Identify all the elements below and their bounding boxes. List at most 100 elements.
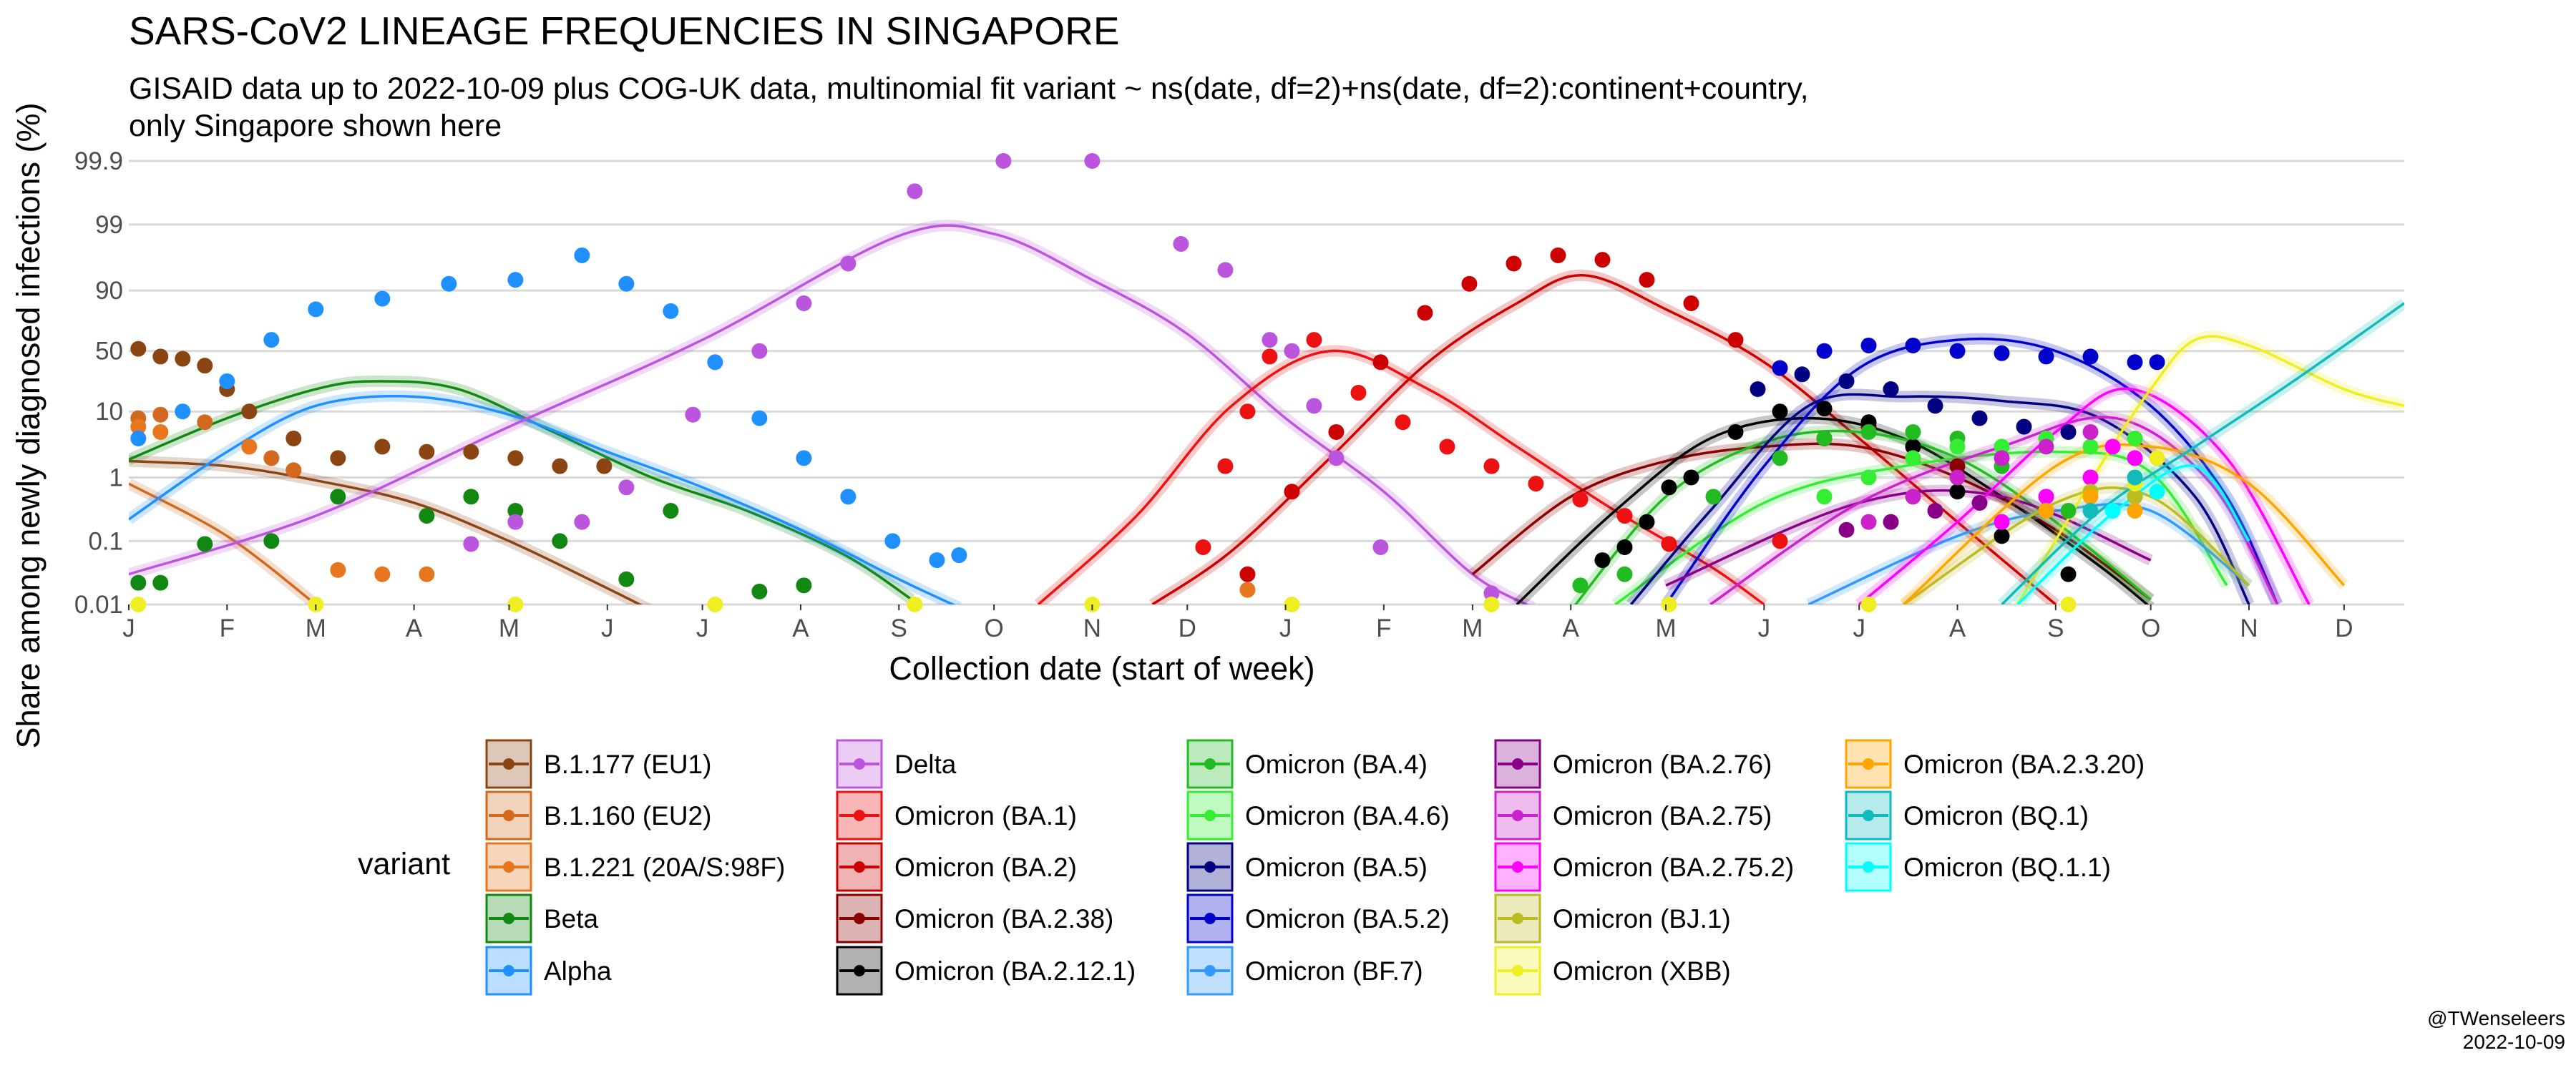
data-point-9 xyxy=(1772,403,1788,420)
fit-line-12 xyxy=(1629,393,2250,604)
data-point-12 xyxy=(1971,410,1988,426)
data-point-0 xyxy=(596,458,613,474)
data-point-4 xyxy=(374,290,391,307)
data-point-5 xyxy=(1483,585,1500,602)
data-point-10 xyxy=(1705,489,1722,505)
data-point-17 xyxy=(2127,450,2143,466)
data-point-4 xyxy=(263,332,280,348)
fit-line-15 xyxy=(1665,489,2152,587)
legend-key-dot xyxy=(854,913,865,924)
data-point-6 xyxy=(1483,458,1500,474)
data-point-19 xyxy=(1284,597,1300,612)
data-point-3 xyxy=(618,571,635,587)
data-points xyxy=(130,153,2165,612)
data-point-4 xyxy=(219,373,235,389)
data-point-4 xyxy=(663,303,679,319)
data-point-11 xyxy=(2127,430,2143,446)
legend: B.1.177 (EU1) B.1.160 (EU2) B.1.221 (20A/S… xyxy=(485,739,2145,996)
legend-key-dot xyxy=(1863,758,1874,770)
data-point-4 xyxy=(175,403,191,420)
data-point-5 xyxy=(796,295,812,311)
fit-line-16 xyxy=(1709,416,2279,604)
data-point-0 xyxy=(241,403,258,420)
data-point-2 xyxy=(1239,582,1256,598)
data-point-13 xyxy=(2082,348,2099,365)
legend-item-label: Omicron (BJ.1) xyxy=(1553,904,1731,934)
data-point-0 xyxy=(463,444,479,460)
data-point-16 xyxy=(1949,469,1966,486)
data-point-3 xyxy=(463,489,479,505)
data-point-19 xyxy=(1483,597,1500,612)
legend-item-label: Omicron (BA.5) xyxy=(1245,853,1428,882)
legend-item-label: Omicron (BA.2.75.2) xyxy=(1553,853,1794,882)
legend-item-label: Alpha xyxy=(544,956,612,986)
data-point-2 xyxy=(419,566,435,582)
legend-key-dot xyxy=(1512,758,1523,770)
data-point-4 xyxy=(130,430,147,446)
legend-item-label: B.1.221 (20A/S:98F) xyxy=(544,853,785,882)
data-point-11 xyxy=(1994,438,2010,455)
data-point-9 xyxy=(2060,566,2077,582)
fit-line-14 xyxy=(1807,503,2250,604)
fit-line-20 xyxy=(1903,443,2346,604)
data-point-7 xyxy=(1328,423,1345,440)
data-point-5 xyxy=(1084,153,1101,169)
legend-item-label: Omicron (XBB) xyxy=(1553,956,1731,986)
data-point-6 xyxy=(1572,491,1589,508)
legend-key-dot xyxy=(1204,913,1216,924)
x-tick-label: F xyxy=(220,614,235,642)
data-point-13 xyxy=(1772,360,1788,376)
fit-line-17 xyxy=(1858,387,2311,604)
legend-item-label: Delta xyxy=(894,750,957,779)
fit-lines xyxy=(129,220,2404,604)
data-point-6 xyxy=(1661,536,1677,552)
legend-key-dot xyxy=(1512,965,1523,976)
data-point-3 xyxy=(552,533,568,549)
data-point-2 xyxy=(330,562,346,578)
y-tick-label: 0.01 xyxy=(74,591,123,619)
legend-key-dot xyxy=(503,810,514,821)
x-tick-label: J xyxy=(122,614,135,642)
chart-subtitle-line-2: only Singapore shown here xyxy=(129,109,502,143)
x-tick-label: M xyxy=(499,614,519,642)
legend-item-label: Omicron (BA.4) xyxy=(1245,750,1428,779)
data-point-8 xyxy=(1949,458,1966,474)
legend-item-label: Omicron (BA.2.76) xyxy=(1553,750,1772,779)
data-point-3 xyxy=(663,503,679,519)
data-point-4 xyxy=(840,489,857,505)
data-point-9 xyxy=(1949,484,1966,500)
data-point-9 xyxy=(1661,479,1677,496)
data-point-15 xyxy=(1971,494,1988,511)
data-point-0 xyxy=(152,348,169,365)
data-point-5 xyxy=(907,183,923,200)
legend-key-dot xyxy=(1512,810,1523,821)
data-point-3 xyxy=(507,503,524,519)
y-tick-label: 50 xyxy=(95,338,123,366)
data-point-7 xyxy=(1372,354,1389,371)
caption-author: @TWenseleers xyxy=(2427,1007,2565,1029)
data-point-13 xyxy=(1949,343,1966,359)
data-point-5 xyxy=(1217,262,1234,278)
data-point-10 xyxy=(1905,423,1921,440)
data-point-22 xyxy=(2104,503,2121,519)
x-axis-title: Collection date (start of week) xyxy=(889,650,1314,687)
legend-key-dot xyxy=(503,758,514,770)
data-point-19 xyxy=(2149,450,2165,466)
chart-title: SARS-CoV2 LINEAGE FREQUENCIES IN SINGAPO… xyxy=(129,9,1120,53)
legend-key-dot xyxy=(854,965,865,976)
data-point-5 xyxy=(574,514,590,530)
data-point-3 xyxy=(152,574,169,591)
legend-title: variant xyxy=(358,847,450,881)
data-point-13 xyxy=(1816,343,1833,359)
data-point-6 xyxy=(1350,385,1367,401)
data-point-12 xyxy=(1794,366,1810,383)
data-point-0 xyxy=(419,444,435,460)
data-point-9 xyxy=(1594,552,1611,569)
legend-key-dot xyxy=(1512,913,1523,924)
data-point-2 xyxy=(130,418,147,435)
data-point-3 xyxy=(197,536,213,552)
data-point-11 xyxy=(1816,489,1833,505)
data-point-10 xyxy=(1616,566,1633,582)
data-point-6 xyxy=(1239,403,1256,420)
data-point-17 xyxy=(1994,514,2010,530)
